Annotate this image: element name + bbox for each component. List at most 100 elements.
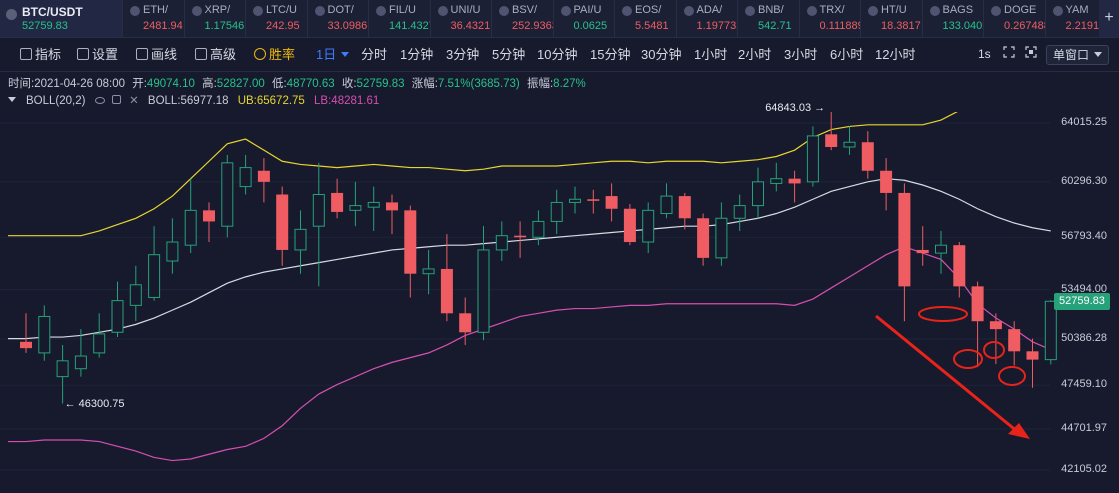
ticker-item[interactable]: ETH/2481.94 xyxy=(122,0,184,37)
ticker-symbol: PAI/U xyxy=(573,4,602,16)
add-ticker-button[interactable]: + xyxy=(1099,0,1119,37)
candle-up xyxy=(148,254,161,298)
ticker-main-btc[interactable]: BTC/USDT 52759.83 xyxy=(0,0,122,37)
price-tick-label: 44701.97 xyxy=(1061,421,1107,434)
ticker-item[interactable]: DOT/33.0986 xyxy=(306,0,369,37)
candle-down xyxy=(1026,351,1039,360)
fullscreen-icon[interactable] xyxy=(1003,46,1015,61)
candle-down xyxy=(20,341,32,349)
period-option[interactable]: 1分钟 xyxy=(400,47,434,62)
ticker-item[interactable]: ADA/1.197732 xyxy=(675,0,737,37)
ticker-item[interactable]: BSV/252.9363 xyxy=(491,0,553,37)
period-option[interactable]: 5分钟 xyxy=(492,47,526,62)
period-option[interactable]: 12小时 xyxy=(875,47,916,62)
ticker-item[interactable]: UNI/U 36.4321 xyxy=(429,0,492,37)
coin-icon xyxy=(806,6,817,16)
candle-up xyxy=(770,178,783,184)
advanced-label: 高级 xyxy=(210,47,237,62)
candle-up xyxy=(93,333,106,354)
ticker-main-price: 52759.83 xyxy=(22,20,68,32)
chart-toolbar: 指标 设置 画线 高级 胜率 1日 分时 1分钟 3分钟 5分钟 10分钟 15分钟 30分… xyxy=(0,38,1119,72)
ticker-symbol: EOS/ xyxy=(635,4,662,16)
ticker-item[interactable]: EOS/5.5481 xyxy=(614,0,676,37)
winrate-button[interactable]: 胜率 xyxy=(254,47,295,63)
price-chart[interactable]: 64015.25 60296.30 56793.40 53494.00 50386.28… xyxy=(0,102,1119,493)
gear-icon[interactable] xyxy=(111,95,121,104)
candle-down xyxy=(331,192,344,212)
ticker-item[interactable]: DOGE 0.267488 xyxy=(983,0,1045,37)
eye-icon[interactable] xyxy=(94,97,105,104)
ticker-symbol: BAGS xyxy=(942,4,974,16)
ticker-item[interactable]: YAM 2.2191 xyxy=(1044,0,1107,37)
settings-button[interactable]: 设置 xyxy=(77,47,118,63)
ticker-item[interactable]: PAI/U 0.0625 xyxy=(552,0,615,37)
candle-up xyxy=(422,268,435,275)
ticker-symbol: FIL/U xyxy=(389,4,416,16)
period-option[interactable]: 1小时 xyxy=(694,47,728,62)
period-option[interactable]: 分时 xyxy=(361,47,388,62)
period-option[interactable]: 2小时 xyxy=(738,47,772,62)
last-price-tag: 52759.83 xyxy=(1054,293,1110,311)
period-dropdown[interactable]: 1日 xyxy=(316,47,350,63)
ticker-item[interactable]: TRX/0.111889 xyxy=(798,0,861,37)
period-option[interactable]: 10分钟 xyxy=(537,47,578,62)
indicator-icon xyxy=(20,48,32,60)
trend-arrow-shaft xyxy=(875,314,1019,434)
ticker-item[interactable]: XRP/1.17546 xyxy=(183,0,246,37)
open-value: 49074.10 xyxy=(146,78,195,90)
price-tick-label: 53494.00 xyxy=(1061,282,1107,295)
candlestick-chart[interactable] xyxy=(0,112,1119,493)
ticker-item[interactable]: LTC/U 242.95 xyxy=(245,0,307,37)
draw-label: 画线 xyxy=(151,47,178,62)
candle-up xyxy=(56,360,69,378)
candle-down xyxy=(861,142,874,171)
boll-mid-label: BOLL: xyxy=(147,95,181,107)
boll-ub-line xyxy=(8,112,958,237)
coin-icon xyxy=(314,6,325,16)
coin-icon xyxy=(1052,6,1063,16)
period-option[interactable]: 30分钟 xyxy=(641,47,682,62)
candle-up xyxy=(660,195,673,215)
ticker-symbol: BSV/ xyxy=(512,4,538,16)
period-option[interactable]: 15分钟 xyxy=(590,47,631,62)
ticker-bar: BTC/USDT 52759.83 ETH/2481.94 XRP/1.17546… xyxy=(0,0,1119,38)
ticker-price: 5.5481 xyxy=(635,20,669,32)
candle-down xyxy=(623,208,636,243)
candle-up xyxy=(642,209,655,243)
low-price-label: ← 46300.75 xyxy=(64,397,125,410)
ticker-price: 2.2191 xyxy=(1065,20,1100,32)
indicator-button[interactable]: 指标 xyxy=(20,47,61,63)
candle-up xyxy=(550,201,563,222)
candle-up xyxy=(312,194,325,227)
expand-icon[interactable] xyxy=(1025,46,1037,61)
draw-button[interactable]: 画线 xyxy=(136,47,177,63)
candle-down xyxy=(1008,329,1021,352)
interval-label[interactable]: 1s xyxy=(978,47,991,61)
price-tick-label: 56793.40 xyxy=(1061,230,1107,243)
coin-icon xyxy=(868,6,878,16)
settings-label: 设置 xyxy=(92,47,119,62)
window-mode-dropdown[interactable]: 单窗口 xyxy=(1046,45,1110,65)
close-icon[interactable]: ✕ xyxy=(129,95,139,107)
collapse-icon[interactable] xyxy=(8,97,16,102)
ticker-price: 133.0402 xyxy=(942,20,984,32)
ticker-item[interactable]: FIL/U 141.4327 xyxy=(368,0,430,37)
ticker-item[interactable]: BAGS 133.0402 xyxy=(921,0,984,37)
period-option[interactable]: 6小时 xyxy=(830,47,864,62)
ticker-price: 36.4321 xyxy=(450,20,491,32)
ticker-symbol: HT/U xyxy=(881,4,907,16)
ticker-price: 242.95 xyxy=(266,20,300,32)
advanced-button[interactable]: 高级 xyxy=(195,47,236,63)
period-option[interactable]: 3小时 xyxy=(784,47,818,62)
winrate-label: 胜率 xyxy=(269,47,296,62)
ticker-symbol: UNI/U xyxy=(450,4,481,16)
ticker-symbol: DOGE xyxy=(1004,4,1037,16)
ticker-price: 0.111889 xyxy=(819,20,861,32)
ohlc-info-bar: 时间:2021-04-26 08:00 开:49074.10 高:52827.0… xyxy=(0,72,1119,112)
coin-icon xyxy=(499,6,509,16)
ticker-item[interactable]: HT/U 18.3817 xyxy=(860,0,922,37)
candle-up xyxy=(367,201,380,208)
period-option[interactable]: 3分钟 xyxy=(446,47,480,62)
coin-icon xyxy=(191,6,202,16)
ticker-item[interactable]: BNB/542.71 xyxy=(737,0,799,37)
